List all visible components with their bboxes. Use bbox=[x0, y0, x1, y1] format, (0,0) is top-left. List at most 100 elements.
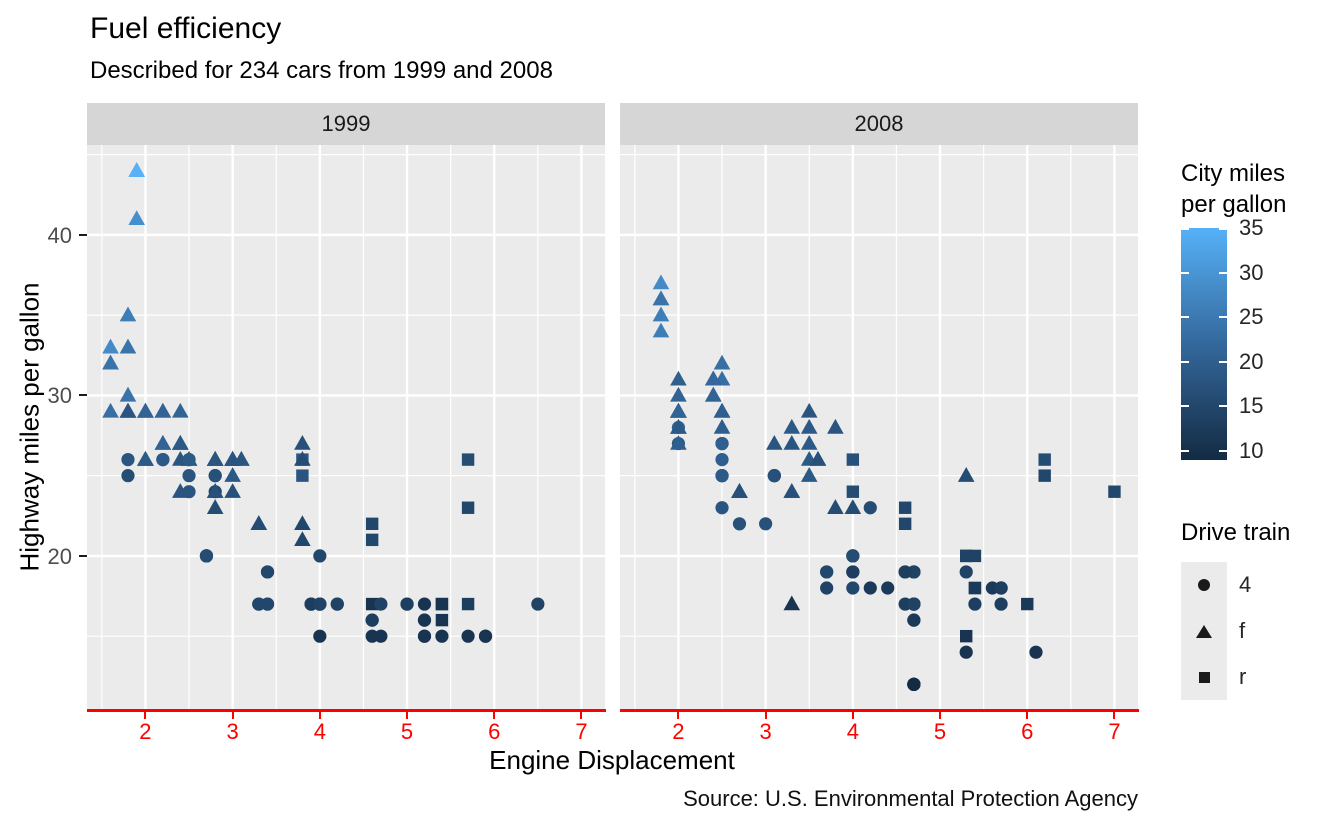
data-point bbox=[863, 501, 877, 515]
data-point bbox=[400, 597, 414, 611]
data-point bbox=[994, 597, 1008, 611]
data-point bbox=[374, 629, 388, 643]
data-point bbox=[365, 517, 379, 531]
x-tick-label: 5 bbox=[933, 719, 947, 744]
data-point bbox=[759, 517, 773, 531]
data-point bbox=[417, 629, 432, 643]
color-legend-title: City miles per gallon bbox=[1181, 160, 1287, 218]
data-point bbox=[783, 418, 801, 434]
data-point bbox=[783, 434, 801, 450]
x-tick-label: 7 bbox=[575, 719, 588, 744]
data-point bbox=[713, 418, 731, 434]
data-point bbox=[172, 402, 189, 418]
data-point bbox=[846, 581, 860, 595]
data-point bbox=[417, 597, 432, 611]
data-point bbox=[199, 549, 214, 563]
data-point bbox=[478, 629, 493, 643]
data-point bbox=[652, 306, 670, 322]
x-tick-mark bbox=[1113, 712, 1116, 719]
data-point bbox=[435, 613, 449, 627]
facet-strip-1999: 1999 bbox=[87, 103, 605, 145]
data-point bbox=[119, 306, 137, 322]
x-axis-line bbox=[87, 709, 606, 712]
legend-key-label: r bbox=[1239, 664, 1247, 689]
data-point bbox=[417, 613, 432, 627]
data-point bbox=[670, 402, 687, 418]
data-point bbox=[435, 597, 449, 611]
data-point bbox=[313, 597, 327, 611]
data-point bbox=[846, 453, 860, 466]
data-point bbox=[846, 485, 860, 498]
data-point bbox=[121, 453, 135, 467]
colorbar-tick-label: 10 bbox=[1239, 438, 1264, 464]
colorbar-tick bbox=[1219, 316, 1227, 319]
colorbar-tick-label: 25 bbox=[1239, 304, 1264, 330]
data-point bbox=[461, 597, 475, 611]
x-tick-mark bbox=[493, 712, 496, 719]
data-point bbox=[713, 354, 731, 370]
data-point bbox=[102, 354, 119, 370]
data-point bbox=[119, 402, 137, 418]
data-point bbox=[881, 581, 895, 595]
data-point bbox=[820, 565, 834, 579]
data-point bbox=[715, 501, 729, 515]
x-tick-mark bbox=[851, 712, 854, 719]
data-point bbox=[827, 418, 844, 434]
x-tick-label: 2 bbox=[139, 719, 152, 744]
x-tick-label: 4 bbox=[313, 719, 326, 744]
data-point bbox=[313, 549, 327, 563]
data-point bbox=[435, 629, 449, 643]
x-tick-mark bbox=[764, 712, 767, 719]
x-axis-title: Engine Displacement bbox=[489, 745, 735, 775]
data-point bbox=[715, 436, 729, 451]
data-point bbox=[224, 483, 241, 498]
data-point bbox=[670, 386, 687, 402]
scatter-svg-1999 bbox=[87, 145, 605, 710]
data-point bbox=[827, 499, 844, 514]
colorbar-tick-label: 35 bbox=[1239, 215, 1264, 240]
data-point bbox=[767, 469, 781, 483]
colorbar-tick bbox=[1219, 271, 1227, 274]
data-point bbox=[844, 499, 862, 514]
data-point bbox=[898, 565, 912, 579]
data-point bbox=[208, 469, 222, 483]
facet-strip-label: 2008 bbox=[854, 111, 904, 136]
x-tick-label: 6 bbox=[1021, 719, 1034, 744]
data-point bbox=[898, 501, 912, 514]
colorbar-tick bbox=[1219, 405, 1227, 408]
x-tick-label: 3 bbox=[226, 719, 239, 744]
colorbar-tick bbox=[1181, 450, 1189, 453]
data-point bbox=[294, 531, 311, 547]
data-point bbox=[968, 549, 982, 563]
data-point bbox=[652, 274, 670, 290]
data-point bbox=[294, 451, 311, 466]
y-tick-mark bbox=[79, 233, 87, 236]
colorbar-tick bbox=[1181, 228, 1189, 230]
y-tick-mark bbox=[79, 394, 87, 397]
colorbar-tick bbox=[1181, 405, 1189, 408]
data-point bbox=[800, 402, 818, 418]
data-point bbox=[531, 597, 545, 611]
data-point bbox=[182, 453, 196, 467]
data-point bbox=[907, 613, 921, 627]
facet-strip-label: 1999 bbox=[321, 111, 371, 136]
data-point bbox=[1021, 597, 1034, 611]
legend-key-4 bbox=[1181, 562, 1227, 608]
data-point bbox=[809, 451, 827, 466]
data-point bbox=[224, 467, 241, 482]
data-point bbox=[670, 370, 687, 386]
chart-title: Fuel efficiency bbox=[90, 12, 282, 45]
data-point bbox=[705, 386, 722, 402]
data-point bbox=[957, 467, 975, 482]
square-icon bbox=[1198, 671, 1210, 683]
y-tick-mark bbox=[79, 554, 87, 557]
colorbar-tick bbox=[1181, 271, 1189, 274]
data-point bbox=[800, 467, 818, 482]
colorbar-tick-label: 30 bbox=[1239, 259, 1264, 285]
colorbar-tick bbox=[1181, 360, 1189, 363]
legend-key-label: f bbox=[1239, 618, 1246, 643]
data-point bbox=[260, 565, 275, 579]
data-point bbox=[224, 451, 241, 466]
x-tick-mark bbox=[1026, 712, 1029, 719]
data-point bbox=[907, 597, 921, 611]
